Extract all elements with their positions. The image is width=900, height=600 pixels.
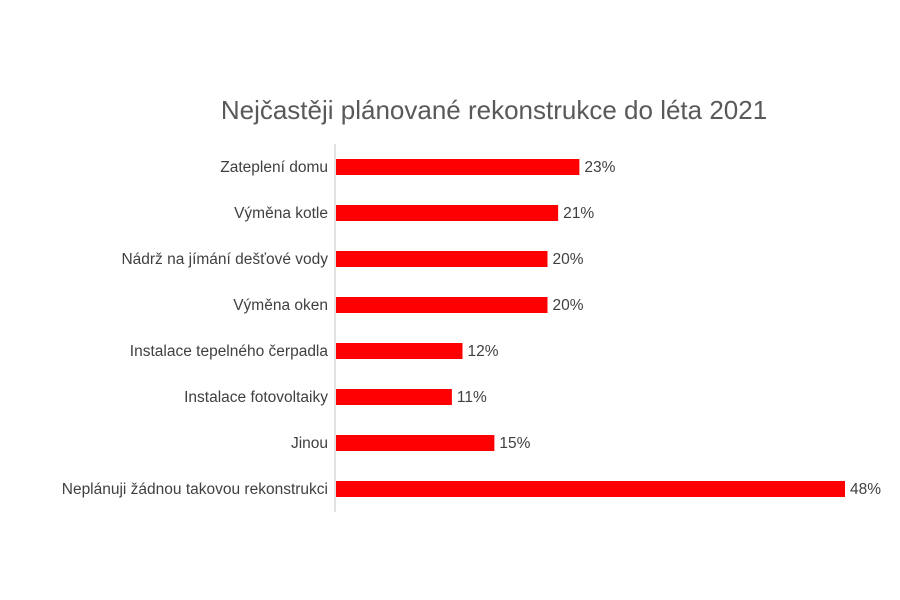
category-label: Instalace fotovoltaiky xyxy=(184,389,328,406)
category-label: Jinou xyxy=(291,435,328,452)
data-label: 20% xyxy=(553,297,584,314)
data-label: 48% xyxy=(850,481,881,498)
data-label: 23% xyxy=(584,159,615,176)
bar xyxy=(336,435,495,451)
data-label: 15% xyxy=(499,435,530,452)
bar xyxy=(336,205,559,221)
category-label: Nádrž na jímání dešťové vody xyxy=(121,251,328,268)
bar xyxy=(336,343,463,359)
bar xyxy=(336,481,845,497)
category-label: Instalace tepelného čerpadla xyxy=(130,343,329,360)
data-label: 20% xyxy=(553,251,584,268)
chart-title: Nejčastěji plánované rekonstrukce do lét… xyxy=(221,95,767,125)
category-label: Výměna kotle xyxy=(234,205,328,222)
data-label: 11% xyxy=(457,389,487,406)
data-label: 12% xyxy=(468,343,499,360)
bar xyxy=(336,159,580,175)
bar xyxy=(336,297,548,313)
category-label: Výměna oken xyxy=(233,297,328,314)
category-label: Zateplení domu xyxy=(220,159,328,176)
bar xyxy=(336,251,548,267)
data-label: 21% xyxy=(563,205,594,222)
bar xyxy=(336,389,452,405)
category-label: Neplánuji žádnou takovou rekonstrukci xyxy=(62,481,328,498)
